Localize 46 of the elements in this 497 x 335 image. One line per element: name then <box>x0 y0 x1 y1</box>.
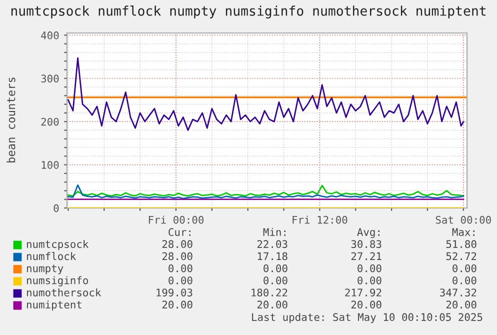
legend-label: numiptent <box>26 300 82 311</box>
chart-title: numtcpsock numflock numpty numsiginfo numothersock numiptent <box>11 6 486 18</box>
text: Avg: <box>357 228 380 238</box>
y-tick-label: 100 <box>42 161 59 169</box>
text: 0.00 <box>452 276 476 284</box>
text: 30.83 <box>351 240 382 248</box>
text: 199.03 <box>156 288 192 296</box>
text: 20.00 <box>257 300 288 309</box>
legend-label: numsiginfo <box>26 276 88 286</box>
text: 28.00 <box>162 252 192 260</box>
text: 17.18 <box>258 252 288 260</box>
y-tick-label: 0 <box>54 204 59 212</box>
text: 28.00 <box>162 240 192 248</box>
text: 0.00 <box>358 264 382 272</box>
text: 20.00 <box>351 300 382 309</box>
y-axis-title: bean counters <box>6 78 16 162</box>
text: 22.03 <box>257 240 288 248</box>
text: 27.21 <box>351 252 382 260</box>
y-tick-label: 300 <box>41 74 59 83</box>
text: Last update: Sat May 10 00:10:05 2025 <box>252 312 482 324</box>
text: 0.00 <box>452 264 476 272</box>
legend-label: numothersock <box>26 288 102 296</box>
text: 347.32 <box>440 288 476 296</box>
text: Cur: <box>168 228 190 236</box>
y-tick-label: 400 <box>41 31 59 40</box>
text: 51.80 <box>446 240 476 248</box>
x-tick-label: Fri 12:00 <box>292 216 348 224</box>
x-tick-label: Fri 00:00 <box>148 216 204 224</box>
text: 180.22 <box>252 288 288 296</box>
line-series <box>68 57 464 131</box>
text: 0.00 <box>264 276 288 284</box>
text: 217.92 <box>345 288 382 296</box>
y-tick-label: 200 <box>41 118 59 126</box>
legend-label: numflock <box>26 252 76 260</box>
text: Min: <box>263 228 286 236</box>
legend-label: numpty <box>26 264 64 274</box>
text: 20.00 <box>162 300 192 309</box>
text: 20.00 <box>446 300 476 309</box>
text: 0.00 <box>264 264 288 272</box>
text: 52.72 <box>446 252 476 260</box>
text: Max: <box>452 228 474 236</box>
legend-label: numtcpsock <box>26 240 89 250</box>
text: 0.00 <box>168 276 192 284</box>
x-tick-label: Sat 00:00 <box>436 216 491 224</box>
text: 0.00 <box>168 264 192 272</box>
text: 0.00 <box>358 276 382 284</box>
